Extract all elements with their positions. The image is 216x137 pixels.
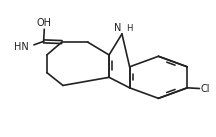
- Text: Cl: Cl: [200, 84, 210, 94]
- Text: H: H: [126, 24, 132, 33]
- Text: N: N: [113, 23, 121, 33]
- Text: HN: HN: [14, 42, 29, 52]
- Text: OH: OH: [37, 18, 52, 28]
